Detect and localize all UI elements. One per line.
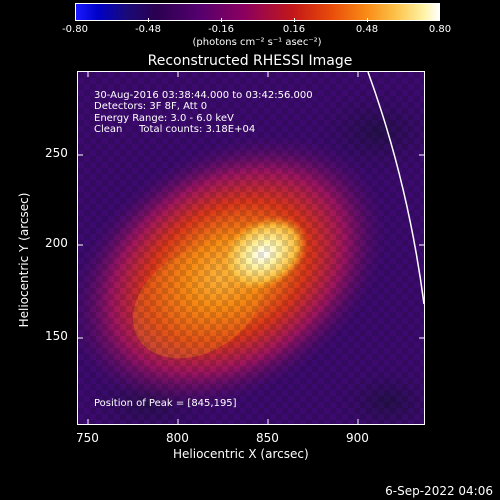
page-title: Reconstructed RHESSI Image xyxy=(147,53,353,69)
colorbar-tick xyxy=(294,18,295,22)
colorbar-tick xyxy=(148,18,149,22)
clean-text: Clean xyxy=(94,124,123,135)
solar-image xyxy=(78,72,424,424)
x-tick-label: 850 xyxy=(256,431,279,445)
image-plot: 30-Aug-2016 03:38:44.000 to 03:42:56.000… xyxy=(77,71,425,425)
colorbar-units: (photons cm⁻² s⁻¹ asec⁻²) xyxy=(192,37,322,48)
y-axis-label: Heliocentric Y (arcsec) xyxy=(17,192,31,328)
x-tick-label: 800 xyxy=(166,431,189,445)
y-tick-label: 150 xyxy=(45,329,68,343)
colorbar-tick-label: -0.16 xyxy=(208,24,234,35)
solar-limb-line xyxy=(367,72,424,305)
total-counts-text: Total counts: 3.18E+04 xyxy=(139,124,256,135)
x-axis-label: Heliocentric X (arcsec) xyxy=(173,447,309,461)
colorbar-tick-label: 0.16 xyxy=(282,24,306,35)
colorbar-tick xyxy=(221,18,222,22)
colorbar-tick-label: -0.48 xyxy=(135,24,161,35)
colorbar xyxy=(75,3,440,22)
peak-position-text: Position of Peak = [845,195] xyxy=(94,398,237,409)
x-tick-label: 750 xyxy=(76,431,99,445)
y-tick-label: 200 xyxy=(45,236,68,250)
y-tick-label: 250 xyxy=(45,146,68,160)
colorbar-tick-label: 0.48 xyxy=(355,24,379,35)
colorbar-tick-label: 0.80 xyxy=(428,24,452,35)
colorbar-gradient xyxy=(76,4,439,20)
detectors-text: Detectors: 3F 8F, Att 0 xyxy=(94,101,208,112)
pixel-texture xyxy=(78,72,424,424)
timestamp: 6-Sep-2022 04:06 xyxy=(385,484,493,498)
energy-range-text: Energy Range: 3.0 - 6.0 keV xyxy=(94,113,234,124)
colorbar-tick xyxy=(367,18,368,22)
colorbar-tick-label: -0.80 xyxy=(62,24,88,35)
x-tick-label: 900 xyxy=(346,431,369,445)
time-range-text: 30-Aug-2016 03:38:44.000 to 03:42:56.000 xyxy=(94,90,313,101)
